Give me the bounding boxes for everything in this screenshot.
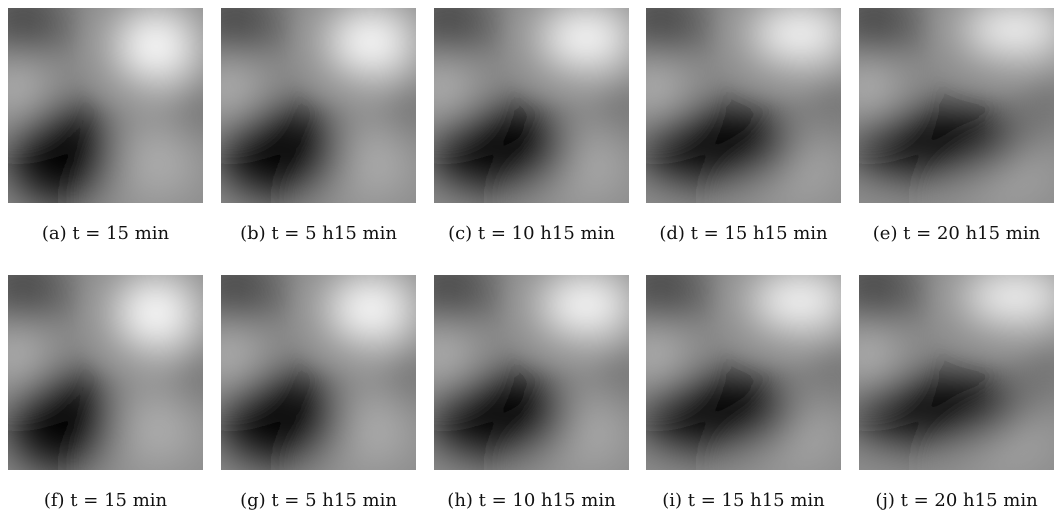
panel: (h) t = 10 h15 min	[434, 275, 629, 511]
caption: (a) t = 15 min	[41, 223, 170, 244]
panel: (j) t = 20 h15 min	[859, 275, 1054, 511]
panel: (c) t = 10 h15 min	[434, 8, 629, 244]
grayscale-image	[434, 275, 629, 470]
panel: (g) t = 5 h15 min	[221, 275, 416, 511]
panel: (i) t = 15 h15 min	[646, 275, 841, 511]
caption: (d) t = 15 h15 min	[659, 223, 828, 244]
panel: (b) t = 5 h15 min	[221, 8, 416, 244]
panel: (a) t = 15 min	[8, 8, 203, 244]
grayscale-image	[221, 275, 416, 470]
caption: (j) t = 20 h15 min	[875, 490, 1038, 511]
panel: (e) t = 20 h15 min	[859, 8, 1054, 244]
caption: (h) t = 10 h15 min	[447, 490, 616, 511]
grayscale-image	[8, 275, 203, 470]
grayscale-image	[434, 8, 629, 203]
panel: (d) t = 15 h15 min	[646, 8, 841, 244]
grayscale-image	[221, 8, 416, 203]
panel: (f) t = 15 min	[8, 275, 203, 511]
caption: (c) t = 10 h15 min	[448, 223, 615, 244]
grayscale-image	[859, 8, 1054, 203]
grayscale-image	[8, 8, 203, 203]
caption: (e) t = 20 h15 min	[872, 223, 1041, 244]
caption: (b) t = 5 h15 min	[240, 223, 397, 244]
caption: (i) t = 15 h15 min	[662, 490, 825, 511]
grayscale-image	[859, 275, 1054, 470]
caption: (f) t = 15 min	[43, 490, 168, 511]
caption: (g) t = 5 h15 min	[240, 490, 397, 511]
grayscale-image	[646, 275, 841, 470]
grayscale-image	[646, 8, 841, 203]
